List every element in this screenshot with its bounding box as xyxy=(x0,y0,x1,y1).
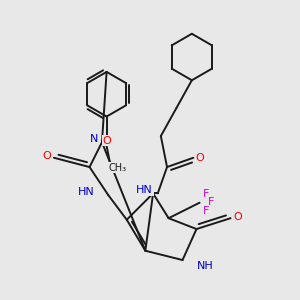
Text: HN: HN xyxy=(77,187,94,197)
Text: O: O xyxy=(43,151,52,161)
Text: HN: HN xyxy=(136,185,153,195)
Text: O: O xyxy=(233,212,242,222)
Text: CH₃: CH₃ xyxy=(108,163,127,173)
Text: O: O xyxy=(196,153,205,163)
Text: F: F xyxy=(203,206,210,216)
Text: F: F xyxy=(208,197,214,207)
Text: O: O xyxy=(102,136,111,146)
Text: NH: NH xyxy=(196,261,213,271)
Text: N: N xyxy=(90,134,98,144)
Text: F: F xyxy=(203,189,210,199)
